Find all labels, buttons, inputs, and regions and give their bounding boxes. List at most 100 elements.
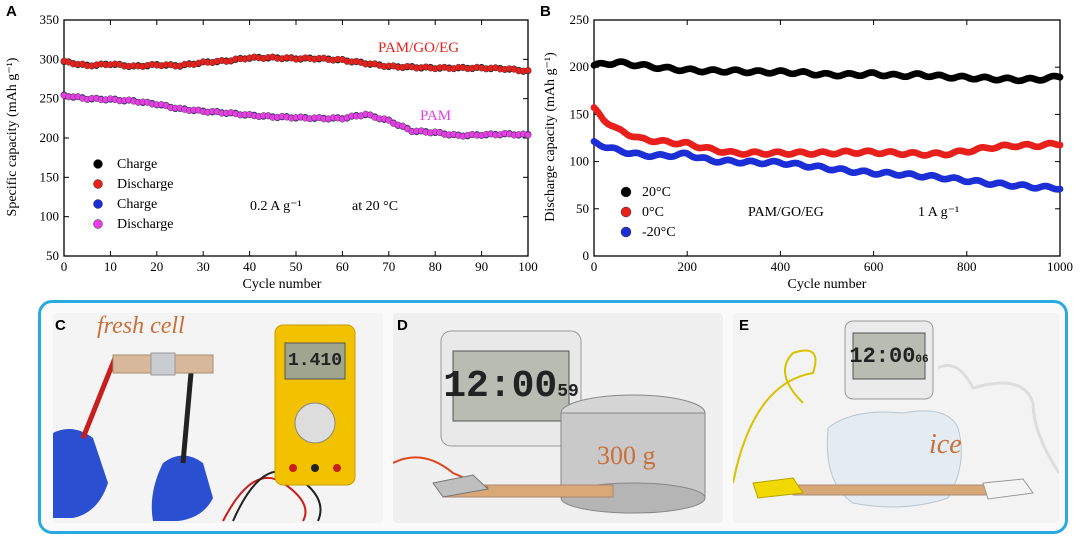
voltage-readout: 1.410 <box>287 351 342 371</box>
glove-icon <box>151 455 213 521</box>
y-axis-label: Discharge capacity (mAh g⁻¹) <box>543 52 558 222</box>
clock-display <box>852 332 926 380</box>
x-tick-label: 600 <box>864 259 884 274</box>
fresh-cell-caption: fresh cell <box>97 313 185 339</box>
y-tick-label: 150 <box>40 169 60 184</box>
weight-caption: 300 g <box>597 441 656 470</box>
y-axis-label: Specific capacity (mAh g⁻¹) <box>5 57 20 216</box>
legend-label: Discharge <box>117 217 174 232</box>
glove-icon <box>53 429 108 518</box>
x-tick-label: 100 <box>518 259 538 274</box>
red-probe <box>80 357 118 439</box>
legend-label: Charge <box>117 157 157 172</box>
clock-time: 12:00 <box>849 343 916 369</box>
panel-label-c: C <box>55 317 66 334</box>
data-point <box>524 66 532 74</box>
data-point <box>385 116 393 124</box>
series-0c <box>590 104 1064 159</box>
y-tick-label: 50 <box>46 248 59 263</box>
y-tick-label: 150 <box>570 106 590 121</box>
x-tick-label: 40 <box>243 259 256 274</box>
legend-marker <box>93 159 103 169</box>
x-tick-label: 10 <box>104 259 117 274</box>
y-tick-label: 50 <box>576 201 589 216</box>
cell-body <box>150 352 176 376</box>
chart-b: B 0 200 400 600 800 1000 0 50 100 150 200 250 20°C 0°… <box>540 3 1073 292</box>
annotation-pamgoeg: PAM/GO/EG <box>378 40 459 56</box>
data-point <box>1056 185 1064 193</box>
x-axis-label: Cycle number <box>243 277 322 292</box>
series-20c <box>590 58 1064 85</box>
x-tick-label: 30 <box>197 259 210 274</box>
plot-frame <box>593 19 1061 257</box>
annotation-pam: PAM <box>420 108 451 124</box>
x-tick-label: 50 <box>290 259 303 274</box>
legend-label: Charge <box>117 197 157 212</box>
dial-icon <box>294 402 336 444</box>
panel-label-d: D <box>397 317 408 334</box>
clock-readout: 12:00 06 <box>849 333 929 379</box>
photo-c: 1.410 <box>53 313 383 523</box>
black-probe <box>180 372 194 464</box>
legend-label: Discharge <box>117 177 174 192</box>
x-tick-label: 0 <box>61 259 68 274</box>
series-pam-go-eg-discharge <box>60 53 532 75</box>
x-tick-label: 200 <box>677 259 697 274</box>
ice-test-illustration <box>733 320 1059 508</box>
ice-block <box>826 410 962 508</box>
y-tick-label: 350 <box>40 12 60 27</box>
clock-time: 12:00 <box>443 364 558 408</box>
y-tick-label: 250 <box>40 91 60 106</box>
annotation-rate: 0.2 A g⁻¹ <box>250 199 302 214</box>
y-tick-label: 200 <box>570 59 590 74</box>
data-point <box>1056 141 1064 149</box>
annotation-rate: 1 A g⁻¹ <box>918 205 959 220</box>
multimeter-display <box>284 342 346 380</box>
series--20c <box>590 138 1064 193</box>
fresh-cell-illustration <box>53 324 356 522</box>
yellow-clip-icon <box>752 477 804 499</box>
annotation-material: PAM/GO/EG <box>748 205 824 220</box>
x-tick-label: 800 <box>957 259 977 274</box>
ice-caption: ice <box>929 429 962 460</box>
photo-frame: 1.410 C fresh cell 12:00 59 300 g D <box>38 300 1068 534</box>
legend-label: 20°C <box>642 185 671 200</box>
y-tick-label: 100 <box>40 209 60 224</box>
legend-marker <box>93 179 103 189</box>
panel-label-b: B <box>540 3 551 20</box>
data-point <box>524 131 532 139</box>
x-axis-label: Cycle number <box>788 277 867 292</box>
y-tick-label: 0 <box>583 248 590 263</box>
legend-marker <box>93 219 103 229</box>
legend-marker <box>620 206 632 218</box>
alligator-clip-icon <box>432 474 490 498</box>
clock-seconds: 59 <box>557 382 579 402</box>
panel-label-a: A <box>6 3 17 20</box>
legend-label: -20°C <box>642 225 676 240</box>
x-tick-label: 1000 <box>1047 259 1073 274</box>
clock-readout: 12:00 59 <box>443 351 579 421</box>
cell-strip <box>792 484 1004 496</box>
y-tick-label: 100 <box>570 154 590 169</box>
x-tick-label: 20 <box>150 259 163 274</box>
y-tick-label: 200 <box>40 130 60 145</box>
legend-marker <box>620 186 632 198</box>
y-tick-label: 300 <box>40 51 60 66</box>
white-clip-icon <box>982 478 1034 500</box>
photo-d: 12:00 59 300 g <box>393 313 723 523</box>
legend-marker <box>620 226 632 238</box>
clock-seconds: 06 <box>915 354 929 366</box>
data-point <box>1056 73 1064 81</box>
x-tick-label: 400 <box>771 259 791 274</box>
annotation-temp: at 20 °C <box>352 199 398 214</box>
x-tick-label: 90 <box>475 259 488 274</box>
x-tick-label: 60 <box>336 259 349 274</box>
photo-e: 12:00 06 ice <box>733 313 1059 523</box>
x-tick-label: 70 <box>382 259 395 274</box>
x-tick-label: 0 <box>591 259 598 274</box>
chart-a: A 0 10 20 30 40 50 60 70 80 90 100 50 100 150 200 250 30… <box>5 3 538 292</box>
legend-label: 0°C <box>642 205 664 220</box>
series-pam-discharge <box>60 92 532 140</box>
clock-display <box>452 350 570 422</box>
panel-label-e: E <box>739 317 750 334</box>
